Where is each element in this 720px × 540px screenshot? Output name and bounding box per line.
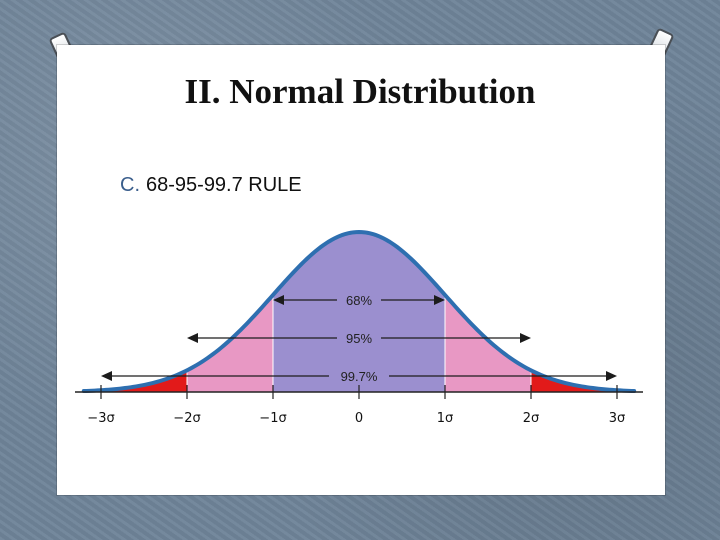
arrowhead-left — [101, 371, 112, 381]
bullet-item: C. 68-95-99.7 RULE — [120, 174, 302, 197]
arrowhead-right — [434, 295, 445, 305]
band-label: 99.7% — [341, 369, 378, 384]
slide-title: II. Normal Distribution — [184, 72, 536, 111]
band-label: 68% — [346, 293, 372, 308]
arrowhead-left — [273, 295, 284, 305]
x-tick-label: −2σ — [173, 411, 200, 426]
x-tick-label: −1σ — [259, 411, 286, 426]
normal-distribution-chart: −3σ −2σ −1σ 0 1σ 2σ 3σ 68% 95% 99.7% — [75, 229, 643, 426]
x-tick-label: −3σ — [87, 411, 114, 426]
bullet-marker: C. — [120, 174, 140, 196]
bullet-text: 68-95-99.7 RULE — [146, 174, 302, 196]
x-tick-label: 0 — [355, 411, 363, 426]
tail-right-region — [531, 370, 617, 392]
x-tick-label: 2σ — [523, 411, 540, 426]
arrowhead-right — [520, 333, 531, 343]
x-tick-label: 1σ — [437, 411, 454, 426]
band-68-region — [273, 232, 445, 392]
tail-left-region — [101, 370, 187, 392]
x-tick-label: 3σ — [609, 411, 626, 426]
arrowhead-right — [606, 371, 617, 381]
band-label: 95% — [346, 331, 372, 346]
arrowhead-left — [187, 333, 198, 343]
